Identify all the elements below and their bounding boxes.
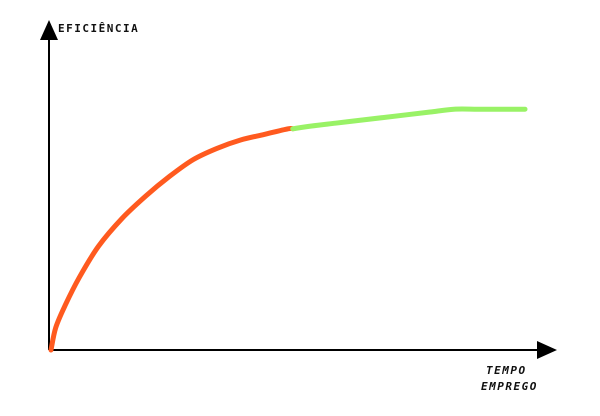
series-line-2: [290, 106, 528, 132]
series-line-1: [48, 125, 296, 353]
x-axis-arrow-icon: [537, 341, 557, 359]
y-axis-label: EFICIÊNCIA: [58, 22, 140, 35]
x-axis-label-line-1: TEMPO: [486, 364, 527, 377]
series-layer: [48, 106, 528, 353]
y-axis-arrow-icon: [40, 20, 58, 40]
x-axis-label-line-2: EMPREGO: [481, 380, 538, 393]
